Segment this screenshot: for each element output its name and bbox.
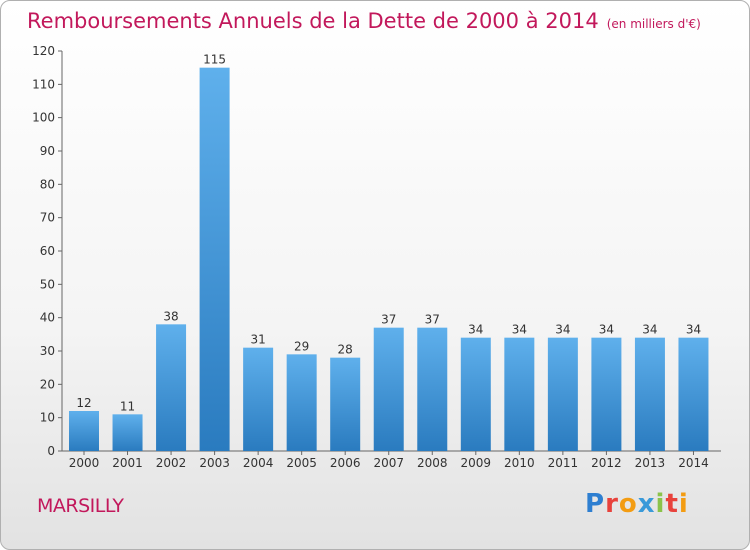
- bars: [69, 67, 709, 452]
- bar: [69, 411, 99, 451]
- data-label: 38: [163, 309, 178, 323]
- data-label: 115: [203, 53, 226, 67]
- y-tick-label: 80: [40, 177, 55, 191]
- y-tick-label: 120: [32, 44, 55, 58]
- data-label: 34: [468, 323, 483, 337]
- y-tick-label: 20: [40, 377, 55, 391]
- x-tick-label: 2010: [504, 456, 535, 470]
- data-label: 11: [120, 399, 135, 413]
- bar: [330, 357, 361, 451]
- x-tick-label: 2002: [156, 456, 187, 470]
- logo-letter: r: [605, 489, 619, 519]
- chart-subtitle: (en milliers d'€): [606, 17, 701, 31]
- data-label: 34: [512, 323, 527, 337]
- y-tick-label: 40: [40, 311, 55, 325]
- bar: [286, 354, 317, 451]
- data-label: 34: [555, 323, 570, 337]
- x-tick-label: 2013: [635, 456, 666, 470]
- x-tick-label: 2005: [286, 456, 317, 470]
- bar: [460, 337, 491, 451]
- y-tick-label: 30: [40, 344, 55, 358]
- logo-letter: P: [585, 489, 606, 519]
- y-tick-label: 70: [40, 211, 55, 225]
- x-tick-label: 2000: [69, 456, 100, 470]
- bar: [156, 324, 187, 451]
- data-label: 37: [425, 313, 440, 327]
- y-tick-label: 90: [40, 144, 55, 158]
- data-label: 31: [250, 333, 265, 347]
- bar: [243, 347, 274, 451]
- bar: [417, 327, 448, 451]
- proxiti-logo: Proxiti: [585, 489, 689, 519]
- x-tick-label: 2004: [243, 456, 274, 470]
- y-tick-label: 100: [32, 111, 55, 125]
- x-tick-label: 2001: [112, 456, 143, 470]
- bar: [199, 67, 230, 452]
- x-tick-label: 2011: [548, 456, 579, 470]
- data-label: 34: [599, 323, 614, 337]
- y-tick-label: 0: [47, 444, 55, 458]
- x-tick-label: 2003: [199, 456, 230, 470]
- x-tick-label: 2006: [330, 456, 361, 470]
- logo-letter: i: [678, 489, 689, 519]
- data-label: 29: [294, 339, 309, 353]
- data-labels: 12 11 38 115 31 29 28 37 37 34 34 34 34 34 34: [76, 53, 701, 414]
- x-tick-label: 2009: [461, 456, 492, 470]
- x-tick-label: 2014: [678, 456, 709, 470]
- bar: [591, 337, 622, 451]
- y-tick-label: 10: [40, 411, 55, 425]
- y-tick-label: 60: [40, 244, 55, 258]
- data-label: 34: [642, 323, 657, 337]
- logo-letter: x: [637, 489, 656, 519]
- data-label: 34: [686, 323, 701, 337]
- x-tick-label: 2012: [591, 456, 622, 470]
- chart-title: Remboursements Annuels de la Dette de 20…: [27, 9, 701, 33]
- x-tick-label: 2008: [417, 456, 448, 470]
- x-tick-label: 2007: [373, 456, 404, 470]
- logo-letter: t: [665, 489, 679, 519]
- chart-title-text: Remboursements Annuels de la Dette de 20…: [27, 9, 599, 33]
- city-name: MARSILLY: [37, 495, 124, 517]
- bar: [373, 327, 404, 451]
- logo-letter: i: [655, 489, 666, 519]
- data-label: 37: [381, 313, 396, 327]
- axes: 0 10 20 30 40 50 60 70 80 90 100 110 120 2000 2001 2002…: [32, 44, 721, 470]
- data-label: 28: [338, 343, 353, 357]
- bar: [547, 337, 578, 451]
- bar: [504, 337, 535, 451]
- data-label: 12: [76, 396, 91, 410]
- y-tick-label: 110: [32, 77, 55, 91]
- logo-letter: o: [618, 489, 638, 519]
- y-tick-label: 50: [40, 277, 55, 291]
- bar: [112, 414, 143, 451]
- bar: [678, 337, 709, 451]
- bar: [634, 337, 665, 451]
